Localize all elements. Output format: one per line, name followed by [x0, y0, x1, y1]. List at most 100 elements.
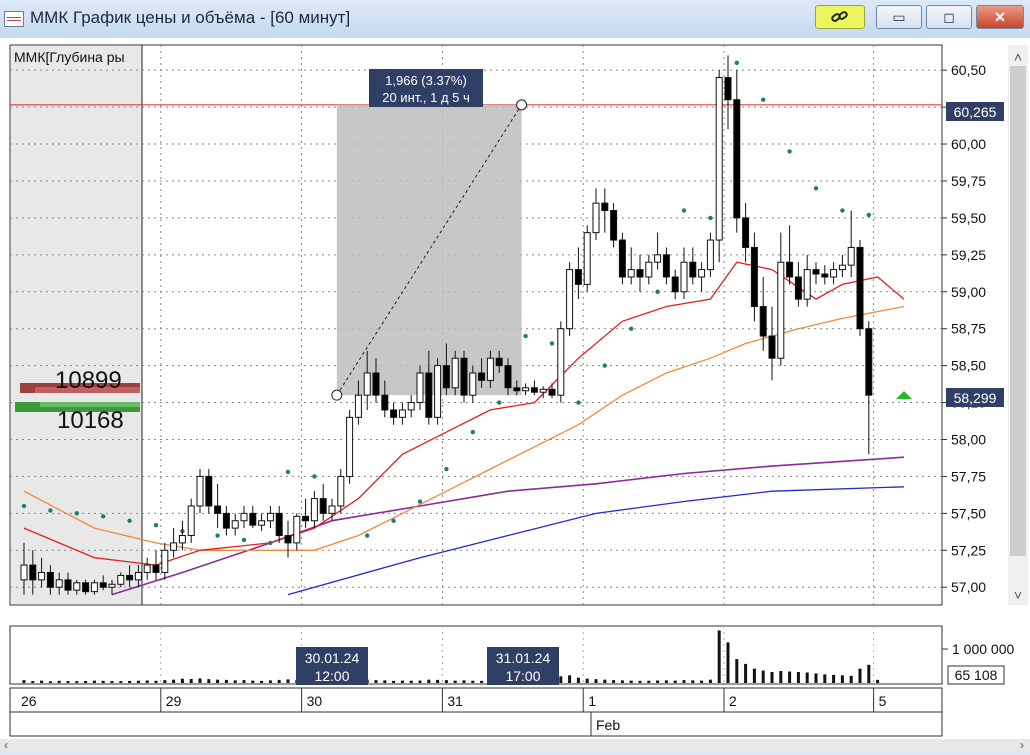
- candle-body: [539, 388, 547, 393]
- volume-bar: [471, 680, 475, 683]
- ma-long-line: [287, 486, 905, 596]
- candle-body: [794, 276, 802, 300]
- candle-body: [266, 512, 274, 522]
- depth-bid-bar-2: [40, 402, 140, 407]
- volume-bar: [163, 680, 167, 683]
- minimize-icon: ▭: [892, 8, 906, 25]
- candle-body: [627, 269, 635, 278]
- volume-bar: [717, 630, 721, 683]
- maximize-button[interactable]: ◻: [926, 5, 972, 29]
- scroll-down-button[interactable]: ˅: [1014, 587, 1022, 603]
- depth-bid-volume: 10168: [57, 407, 124, 434]
- candle-body: [434, 365, 442, 418]
- candle-body: [416, 372, 424, 404]
- measure-start-handle: [331, 389, 343, 401]
- close-icon: ✕: [994, 8, 1006, 25]
- price-tick-label: 57,00: [951, 579, 986, 595]
- volume-bar: [735, 659, 739, 683]
- vertical-scroll-thumb[interactable]: [1010, 66, 1026, 556]
- volume-bar: [57, 680, 61, 683]
- sar-point: [681, 208, 687, 213]
- volume-bar: [189, 678, 193, 683]
- candle-body: [152, 564, 160, 573]
- volume-bar: [119, 681, 123, 683]
- sar-point: [497, 400, 502, 405]
- candle-body: [777, 261, 785, 359]
- minimize-button[interactable]: ▭: [876, 5, 922, 29]
- close-button[interactable]: ✕: [976, 5, 1024, 29]
- volume-bar: [673, 680, 677, 683]
- volume-bar: [277, 679, 281, 683]
- crosshair-time-1: 12:00: [314, 668, 349, 684]
- volume-bar: [110, 681, 114, 683]
- day-label: 30: [307, 693, 323, 709]
- crosshair-time-2: 17:00: [505, 668, 540, 684]
- candle-body: [73, 582, 81, 591]
- volume-plot-frame: [9, 625, 943, 685]
- sar-point: [215, 533, 220, 538]
- candle-body: [706, 239, 714, 271]
- scroll-right-button[interactable]: ›: [1020, 738, 1024, 752]
- indicator-lines: [21, 60, 905, 596]
- volume-bar: [22, 680, 26, 683]
- volume-bar: [374, 680, 378, 683]
- volume-bar: [92, 680, 96, 683]
- price-tick-label: 60,00: [951, 136, 986, 152]
- volume-bar: [436, 679, 440, 683]
- price-tick-label: 57,25: [951, 542, 986, 558]
- candle-body: [372, 372, 380, 396]
- candle-body: [143, 564, 151, 573]
- candle-body: [337, 475, 345, 507]
- price-tick-label: 57,50: [951, 505, 986, 521]
- measure-tool[interactable]: [331, 99, 528, 401]
- maximize-icon: ◻: [943, 8, 955, 25]
- candle-body: [284, 535, 292, 544]
- sar-point: [470, 429, 475, 435]
- last-price-label: 58,299: [954, 390, 997, 406]
- volume-bar: [427, 679, 431, 683]
- volume-bar: [796, 672, 800, 683]
- sar-point: [813, 186, 819, 191]
- candle-body: [231, 520, 239, 529]
- volume-bar: [392, 680, 396, 683]
- sar-point: [312, 474, 317, 479]
- price-axis: 57,0057,2557,5057,7558,0058,2558,5058,75…: [942, 62, 986, 595]
- day-label: 29: [166, 693, 182, 709]
- candle-body: [258, 520, 266, 526]
- volume-bar: [409, 680, 413, 683]
- volume-bar: [462, 680, 466, 683]
- volume-bar: [559, 676, 563, 683]
- volume-bar: [40, 680, 44, 683]
- volume-bar: [858, 668, 862, 683]
- volume-bar: [568, 675, 572, 683]
- sar-point: [549, 341, 555, 346]
- month-label: Feb: [596, 717, 620, 733]
- volume-bar: [805, 672, 809, 683]
- candle-body: [733, 99, 741, 219]
- candle-body: [636, 269, 644, 278]
- candle-body: [865, 328, 873, 396]
- candle-body: [548, 388, 556, 396]
- candle-body: [310, 498, 318, 522]
- candle-body: [108, 583, 116, 588]
- window-titlebar: ММК График цены и объёма - [60 минут] ▭ …: [0, 0, 1030, 39]
- volume-bar: [700, 680, 704, 683]
- link-button[interactable]: [815, 5, 865, 29]
- volume-bar: [128, 680, 132, 683]
- volume-bar: [629, 680, 633, 683]
- price-volume-chart[interactable]: ММК[Глубина ры 57,00 57,25 57,50 57,75 58,00…: [0, 38, 1030, 752]
- volume-bar: [876, 679, 880, 683]
- price-tick-label: 59,50: [951, 210, 986, 226]
- sar-point: [285, 469, 291, 475]
- scroll-left-button[interactable]: ‹: [4, 738, 8, 752]
- candle-body: [363, 372, 371, 396]
- candle-body: [759, 306, 767, 337]
- chart-panel: ММК[Глубина ры 57,00 57,25 57,50 57,75 58,00…: [0, 38, 1030, 752]
- candle-body: [574, 269, 582, 285]
- price-tick-label: 58,75: [951, 321, 986, 337]
- crosshair-date-box-1: [296, 647, 368, 685]
- scroll-up-button[interactable]: ˄: [1014, 49, 1022, 65]
- horizontal-scrollbar[interactable]: [0, 739, 1030, 750]
- volume-bar: [242, 680, 246, 683]
- volume-bar: [594, 679, 598, 683]
